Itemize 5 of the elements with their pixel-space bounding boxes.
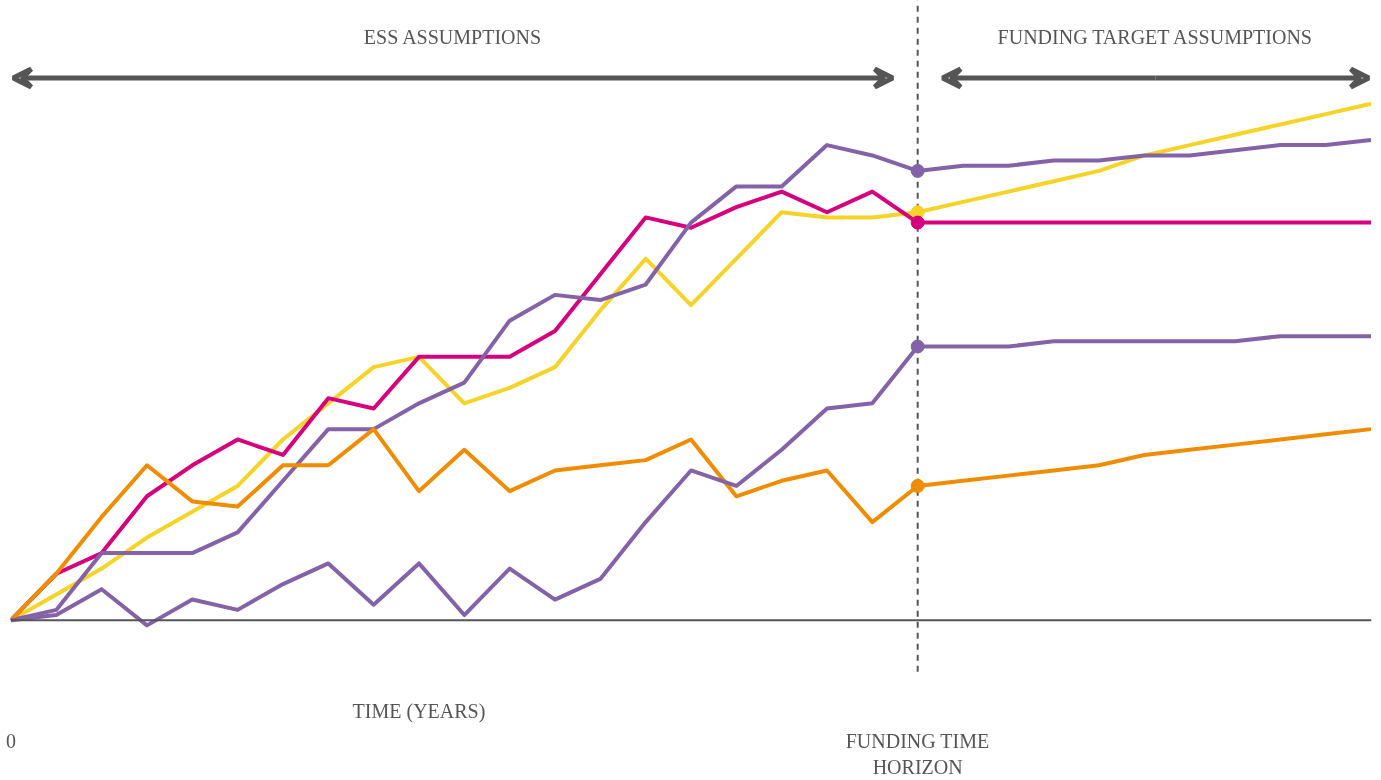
x-axis-title: TIME (YEARS) xyxy=(352,699,486,723)
text: FUNDING TARGET ASSUMPTIONS xyxy=(997,25,1312,48)
text: ESS ASSUMPTIONS xyxy=(363,25,542,48)
x-tick-label: 0 xyxy=(5,729,16,752)
x-tick-label: FUNDING TIME HORIZON xyxy=(845,729,990,778)
